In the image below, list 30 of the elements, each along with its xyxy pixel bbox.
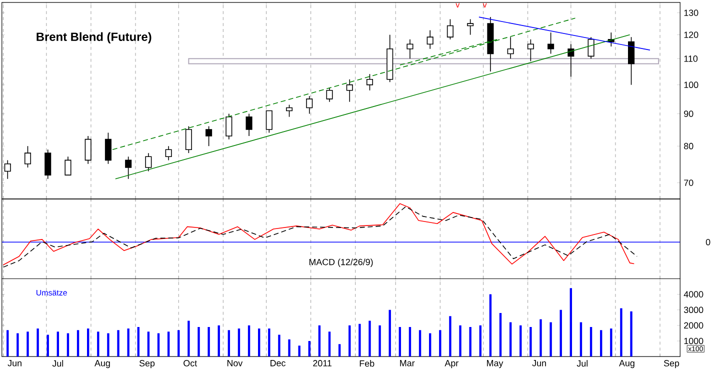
y-tick-label: 4000 (684, 291, 704, 298)
y-tick-label: 90 (684, 110, 694, 118)
y-tick-label: 70 (684, 180, 694, 186)
x-tick-label: Mar (400, 360, 415, 367)
text: Brent Blend (Future) (36, 32, 152, 44)
x-tick-label: Apr (444, 360, 458, 368)
y-tick-label: 100 (684, 82, 698, 88)
y-tick-label: 1000 (684, 338, 704, 344)
x-tick-label: May (487, 360, 504, 368)
x-tick-label: Aug (619, 360, 634, 368)
x-tick-label: Aug (94, 360, 110, 368)
y-tick-label: 80 (684, 143, 694, 150)
x-tick-label: Dec (270, 360, 286, 367)
ref-line-label: 0 (706, 239, 710, 246)
y-tick-label: 130 (684, 10, 698, 16)
x-tick-label: Jul (576, 360, 588, 367)
x-tick-label: Jun (532, 360, 546, 367)
x-tick-label: Oct (184, 360, 198, 367)
x-tick-label: Jul (52, 360, 64, 367)
y-tick-label: 110 (684, 56, 698, 62)
y-tick-label: 2000 (684, 322, 704, 329)
annotation: MACD (12/26/9) (309, 258, 373, 268)
y-tick-label: 120 (684, 32, 698, 38)
x-tick-label: Sep (664, 360, 680, 368)
x-tick-label: Jun (8, 360, 22, 367)
x-tick-label: 2011 (313, 360, 332, 367)
x-tick-label: Nov (227, 360, 243, 367)
x-tick-label: Feb (360, 360, 374, 367)
y-tick-label: 3000 (684, 306, 704, 314)
x-tick-label: Sep (139, 360, 155, 368)
